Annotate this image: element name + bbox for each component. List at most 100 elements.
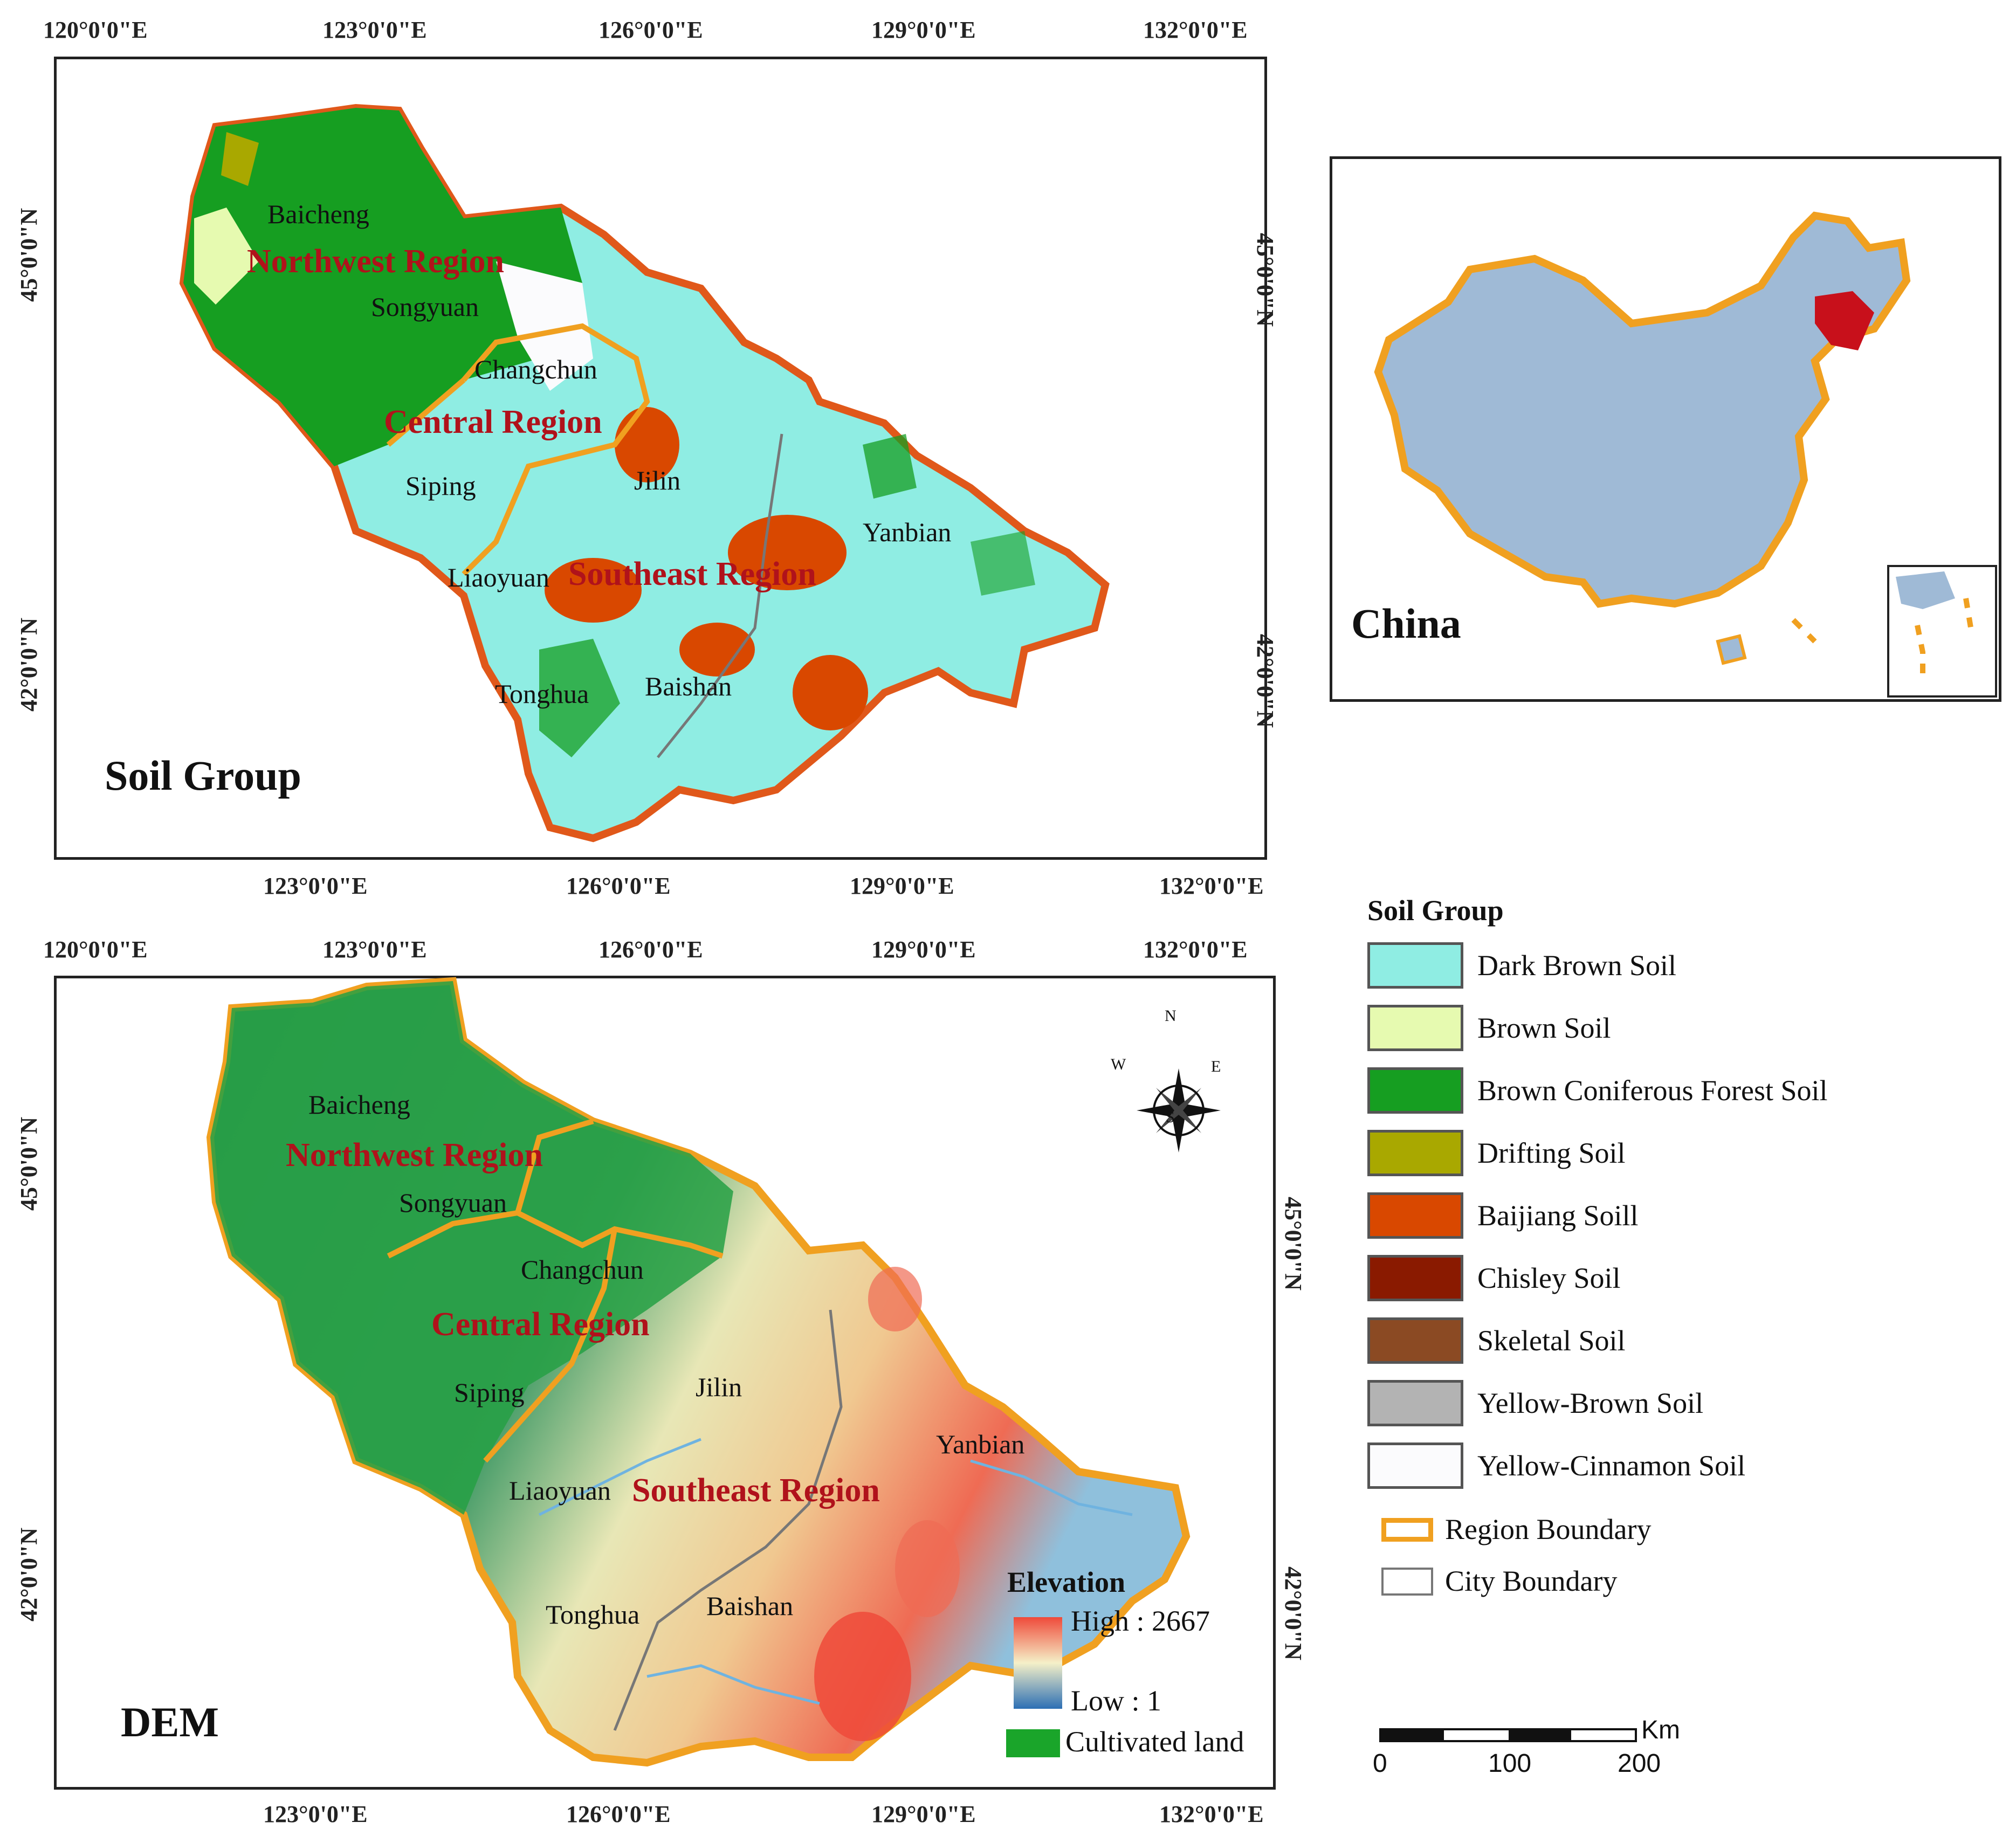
legend-label-yellow-cinnamon-soil: Yellow-Cinnamon Soil — [1477, 1450, 1746, 1482]
china-outline — [1374, 211, 1911, 608]
city-label-changchun: Changchun — [474, 354, 597, 384]
dem-city-label-baicheng: Baicheng — [308, 1089, 410, 1120]
soil-map-bottom-tick: 129°0'0"E — [850, 873, 954, 899]
drifting-soil-area — [221, 132, 259, 186]
compass-label-e: E — [1211, 1058, 1221, 1075]
city-label-yanbian: Yanbian — [863, 517, 952, 547]
jilin-highlight — [1815, 291, 1874, 350]
china-map-title: China — [1351, 600, 1461, 647]
legend-label-brown-soil: Brown Soil — [1477, 1012, 1611, 1044]
dem-map-top-tick: 123°0'0"E — [322, 936, 427, 963]
dem-map-bottom-tick: 129°0'0"E — [871, 1801, 976, 1827]
compass-rose-icon — [1137, 1068, 1221, 1152]
compass-label-s: S — [1166, 1108, 1175, 1126]
legend-swatch-drifting-soil — [1367, 1130, 1463, 1176]
soil-legend-title: Soil Group — [1367, 894, 1504, 927]
river-line — [538, 1438, 701, 1516]
legend-swatch-dark-brown-soil — [1367, 942, 1463, 989]
baijiang-soil-patch — [728, 515, 847, 590]
dem-map — [206, 977, 1221, 1767]
dem-region-label-southeast: Southeast Region — [632, 1472, 880, 1509]
dem-region-label-northwest: Northwest Region — [286, 1137, 543, 1174]
dem-region-label-central: Central Region — [431, 1306, 650, 1343]
dem-city-label-changchun: Changchun — [521, 1254, 644, 1285]
cultivated-land-label: Cultivated land — [1065, 1725, 1244, 1758]
city-label-tonghua: Tonghua — [495, 679, 589, 709]
legend-swatch-yellow-brown-soil — [1367, 1380, 1463, 1426]
dem-region-boundary — [483, 1228, 617, 1463]
china-map-right-tick: 45°0'0"N — [1252, 233, 1278, 327]
soil-map-left-tick: 45°0'0"N — [16, 208, 42, 302]
region-label-southeast: Southeast Region — [568, 556, 816, 592]
elevation-legend-title: Elevation — [1007, 1566, 1126, 1598]
legend-label-region-boundary: Region Boundary — [1445, 1513, 1652, 1545]
legend-label-city-boundary: City Boundary — [1445, 1565, 1618, 1597]
dem-map-top-tick: 132°0'0"E — [1143, 936, 1248, 963]
hainan-island — [1716, 634, 1747, 665]
city-label-songyuan: Songyuan — [371, 292, 479, 322]
legend-swatch-baijiang-soil — [1367, 1192, 1463, 1239]
coniferous-forest-patch — [863, 434, 917, 499]
china-map — [1374, 211, 1997, 698]
dem-city-label-baishan: Baishan — [706, 1591, 794, 1621]
dem-map-bottom-tick: 132°0'0"E — [1159, 1801, 1264, 1827]
legend-swatch-brown-soil — [1367, 1005, 1463, 1051]
legend-label-dark-brown-soil: Dark Brown Soil — [1477, 949, 1676, 982]
city-label-siping: Siping — [405, 471, 476, 501]
soil-map-top-tick: 132°0'0"E — [1143, 17, 1248, 43]
dem-map-bottom-tick: 123°0'0"E — [263, 1801, 368, 1827]
soil-map-bottom-tick: 123°0'0"E — [263, 873, 368, 899]
dem-region-boundary — [387, 1210, 724, 1259]
dem-map-bottom-tick: 126°0'0"E — [566, 1801, 671, 1827]
baijiang-soil-patch — [545, 558, 642, 623]
legend-swatch-brown-coniferous-forest-soil — [1367, 1067, 1463, 1114]
scale-bar-unit: Km — [1641, 1716, 1680, 1744]
dem-city-label-siping: Siping — [454, 1377, 525, 1407]
city-label-liaoyuan: Liaoyuan — [448, 562, 549, 592]
yellow-cinnamon-area — [496, 261, 593, 391]
dem-city-label-tonghua: Tonghua — [546, 1599, 640, 1630]
coniferous-forest-patch — [539, 639, 620, 757]
coniferous-forest-patch — [971, 531, 1035, 596]
compass-label-n: N — [1165, 1007, 1176, 1025]
legend-label-brown-coniferous-forest-soil: Brown Coniferous Forest Soil — [1477, 1074, 1828, 1107]
dem-map-left-tick: 45°0'0"N — [16, 1116, 42, 1211]
soil-map-top-tick: 126°0'0"E — [598, 17, 703, 43]
dem-region-boundary — [515, 1119, 594, 1214]
cultivated-land-area — [210, 981, 733, 1515]
dem-city-label-jilin: Jilin — [696, 1372, 742, 1402]
scale-bar-label-100: 100 — [1488, 1749, 1532, 1778]
inset-land — [1896, 571, 1955, 609]
dem-map-top-tick: 126°0'0"E — [598, 936, 703, 963]
legend-swatch-city-boundary — [1381, 1568, 1433, 1596]
dem-city-boundary — [613, 1309, 843, 1731]
soil-map-bottom-tick: 126°0'0"E — [566, 873, 671, 899]
soil-map-title: Soil Group — [105, 752, 301, 799]
dem-map-right-tick: 45°0'0"N — [1280, 1197, 1306, 1291]
baijiang-soil-patch — [793, 655, 868, 730]
legend-label-skeletal-soil: Skeletal Soil — [1477, 1324, 1626, 1357]
dem-city-label-liaoyuan: Liaoyuan — [509, 1475, 611, 1506]
soil-map-top-tick: 129°0'0"E — [871, 17, 976, 43]
scale-bar-label-200: 200 — [1618, 1749, 1661, 1778]
high-elevation-area — [814, 1612, 911, 1741]
region-boundary-line — [386, 378, 466, 447]
region-label-central: Central Region — [384, 404, 602, 440]
soil-map-top-tick: 123°0'0"E — [322, 17, 427, 43]
soil-map-bottom-tick: 132°0'0"E — [1159, 873, 1264, 899]
brown-soil-area — [194, 208, 259, 305]
legend-label-yellow-brown-soil: Yellow-Brown Soil — [1477, 1387, 1704, 1419]
city-label-baishan: Baishan — [645, 671, 732, 701]
dem-map-right-tick: 42°0'0"N — [1280, 1566, 1306, 1661]
city-boundary-line — [657, 433, 783, 758]
legend-swatch-yellow-cinnamon-soil — [1367, 1442, 1463, 1489]
cultivated-land-swatch — [1006, 1729, 1060, 1757]
region-label-northwest: Northwest Region — [247, 243, 504, 280]
dem-city-label-yanbian: Yanbian — [936, 1429, 1025, 1459]
elevation-color-ramp — [1014, 1617, 1062, 1709]
compass-label-w: W — [1111, 1055, 1126, 1073]
dem-city-label-songyuan: Songyuan — [399, 1188, 507, 1218]
baijiang-soil-patch — [679, 623, 755, 677]
dem-map-top-tick: 129°0'0"E — [871, 936, 976, 963]
legend-swatch-region-boundary — [1381, 1518, 1433, 1542]
